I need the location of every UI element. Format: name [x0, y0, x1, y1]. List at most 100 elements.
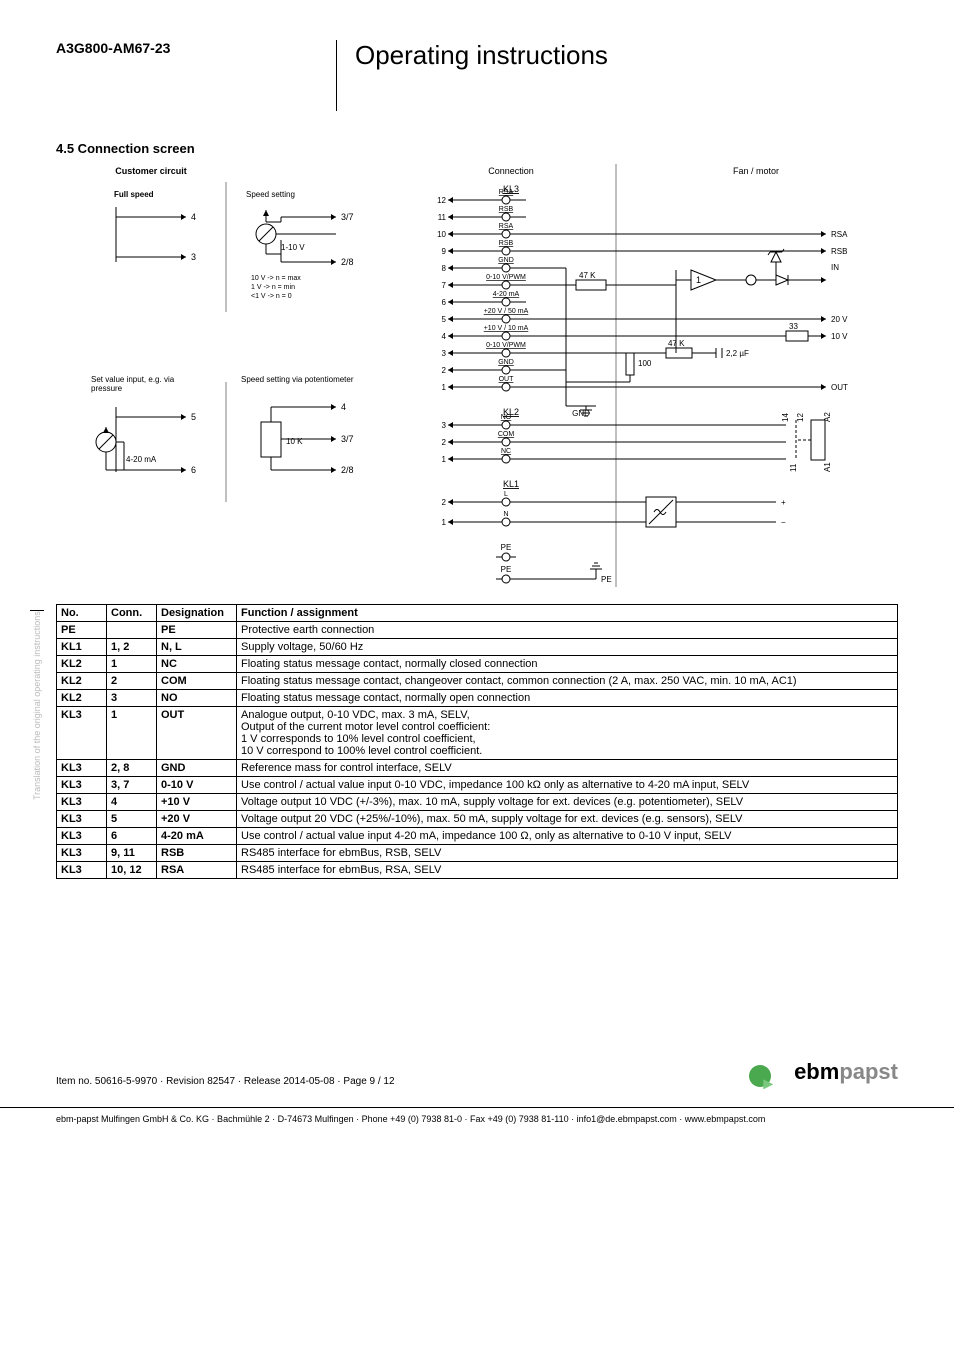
logo-block: ebmpapst — [749, 1059, 898, 1087]
item-line: Item no. 50616-5-9970 · Revision 82547 ·… — [56, 1076, 395, 1087]
table-cell: +20 V — [157, 811, 237, 828]
pin-6: 6 — [191, 465, 196, 475]
kl3-num-4: 4 — [442, 332, 447, 341]
svg-text:+: + — [781, 498, 786, 507]
relay-a1: A1 — [823, 462, 832, 472]
logo-papst: papst — [839, 1059, 898, 1084]
table-cell: RS485 interface for ebmBus, RSB, SELV — [237, 845, 898, 862]
table-row: KL35+20 VVoltage output 20 VDC (+25%/-10… — [57, 811, 898, 828]
kl2-num-1: 1 — [442, 455, 447, 464]
label-customer-circuit: Customer circuit — [115, 166, 187, 176]
table-cell: Use control / actual value input 0-10 VD… — [237, 777, 898, 794]
kl1-num-1: 1 — [442, 518, 447, 527]
table-header-row: No. Conn. Designation Function / assignm… — [57, 605, 898, 622]
kl3-label-4: +10 V / 10 mA — [484, 325, 529, 332]
relay-14: 14 — [781, 413, 790, 422]
pin-37b: 3/7 — [341, 434, 354, 444]
table-cell: 9, 11 — [107, 845, 157, 862]
kl3-num-12: 12 — [437, 196, 446, 205]
note-3: <1 V -> n = 0 — [251, 293, 292, 300]
table-cell: 2, 8 — [107, 760, 157, 777]
table-row: KL34+10 VVoltage output 10 VDC (+/-3%), … — [57, 794, 898, 811]
table-cell: COM — [157, 673, 237, 690]
pin-3a: 3 — [191, 252, 196, 262]
diagrams-row: Customer circuit Full speed 4 3 Speed se… — [56, 162, 898, 592]
model-number: A3G800-AM67-23 — [56, 40, 336, 56]
table-row: KL310, 12RSARS485 interface for ebmBus, … — [57, 862, 898, 879]
kl3-num-8: 8 — [442, 264, 447, 273]
label-full-speed: Full speed — [114, 190, 154, 199]
table-cell: 1, 2 — [107, 639, 157, 656]
table-cell — [107, 622, 157, 639]
table-cell: Floating status message contact, normall… — [237, 690, 898, 707]
table-cell: PE — [57, 622, 107, 639]
svg-text:1: 1 — [696, 275, 701, 285]
pin-28a: 2/8 — [341, 257, 354, 267]
out-10v: 10 V — [831, 332, 848, 341]
table-cell: Reference mass for control interface, SE… — [237, 760, 898, 777]
page-header: A3G800-AM67-23 Operating instructions — [56, 40, 898, 111]
table-cell: Floating status message contact, changeo… — [237, 673, 898, 690]
pin-4a: 4 — [191, 212, 196, 222]
table-cell: KL3 — [57, 828, 107, 845]
kl3-label-5: +20 V / 50 mA — [484, 308, 529, 315]
kl3-num-5: 5 — [442, 315, 447, 324]
side-rotated-text: Translation of the original operating in… — [32, 611, 42, 800]
kl3-num-10: 10 — [437, 230, 446, 239]
table-cell: 3 — [107, 690, 157, 707]
page-title: Operating instructions — [355, 40, 608, 71]
table-row: KL31OUTAnalogue output, 0-10 VDC, max. 3… — [57, 707, 898, 760]
kl3-num-9: 9 — [442, 247, 447, 256]
kl3-label-2: GND — [498, 359, 514, 366]
table-cell: KL3 — [57, 760, 107, 777]
section-title: 4.5 Connection screen — [56, 141, 898, 156]
label-set-value1: Set value input, e.g. via — [91, 375, 175, 384]
out-rsa: RSA — [831, 230, 848, 239]
label-4-20ma: 4-20 mA — [126, 455, 157, 464]
table-row: KL364-20 mAUse control / actual value in… — [57, 828, 898, 845]
kl1-label-1: N — [503, 511, 508, 518]
table-cell: KL2 — [57, 673, 107, 690]
table-cell: Supply voltage, 50/60 Hz — [237, 639, 898, 656]
table-cell: KL1 — [57, 639, 107, 656]
table-cell: 3, 7 — [107, 777, 157, 794]
table-cell: Voltage output 20 VDC (+25%/-10%), max. … — [237, 811, 898, 828]
kl3-num-2: 2 — [442, 366, 447, 375]
relay-11: 11 — [789, 463, 798, 472]
kl3-num-6: 6 — [442, 298, 447, 307]
label-speed-setting: Speed setting — [246, 190, 295, 199]
table-cell: Voltage output 10 VDC (+/-3%), max. 10 m… — [237, 794, 898, 811]
table-cell: 5 — [107, 811, 157, 828]
table-cell: NC — [157, 656, 237, 673]
table-row: KL23NOFloating status message contact, n… — [57, 690, 898, 707]
kl3-label-8: GND — [498, 257, 514, 264]
r-100: 100 — [638, 359, 652, 368]
label-pe1: PE — [501, 543, 512, 552]
note-1: 10 V -> n = max — [251, 275, 301, 282]
kl2-num-3: 3 — [442, 421, 447, 430]
table-cell: Floating status message contact, normall… — [237, 656, 898, 673]
kl2-label-1: NC — [501, 448, 511, 455]
table-cell: KL3 — [57, 862, 107, 879]
table-row: KL32, 8GNDReference mass for control int… — [57, 760, 898, 777]
table-cell: PE — [157, 622, 237, 639]
connection-table: No. Conn. Designation Function / assignm… — [56, 604, 898, 879]
bottom-bar: ebm-papst Mulfingen GmbH & Co. KG · Bach… — [0, 1107, 954, 1130]
kl2-label-2: COM — [498, 431, 515, 438]
table-cell: NO — [157, 690, 237, 707]
table-row: KL22COMFloating status message contact, … — [57, 673, 898, 690]
pin-5: 5 — [191, 412, 196, 422]
table-row: KL21NCFloating status message contact, n… — [57, 656, 898, 673]
customer-circuit-diagram: Customer circuit Full speed 4 3 Speed se… — [56, 162, 396, 592]
kl3-label-7: 0-10 V/PWM — [486, 274, 526, 281]
kl3-num-1: 1 — [442, 383, 447, 392]
pin-37a: 3/7 — [341, 212, 354, 222]
label-set-value2: pressure — [91, 384, 123, 393]
kl3-label-11: RSB — [499, 206, 514, 213]
c-22: 2,2 µF — [726, 349, 749, 358]
kl3-num-3: 3 — [442, 349, 447, 358]
table-cell: GND — [157, 760, 237, 777]
r-47k2: 47 K — [668, 339, 685, 348]
table-cell: 0-10 V — [157, 777, 237, 794]
kl1-num-2: 2 — [442, 498, 447, 507]
